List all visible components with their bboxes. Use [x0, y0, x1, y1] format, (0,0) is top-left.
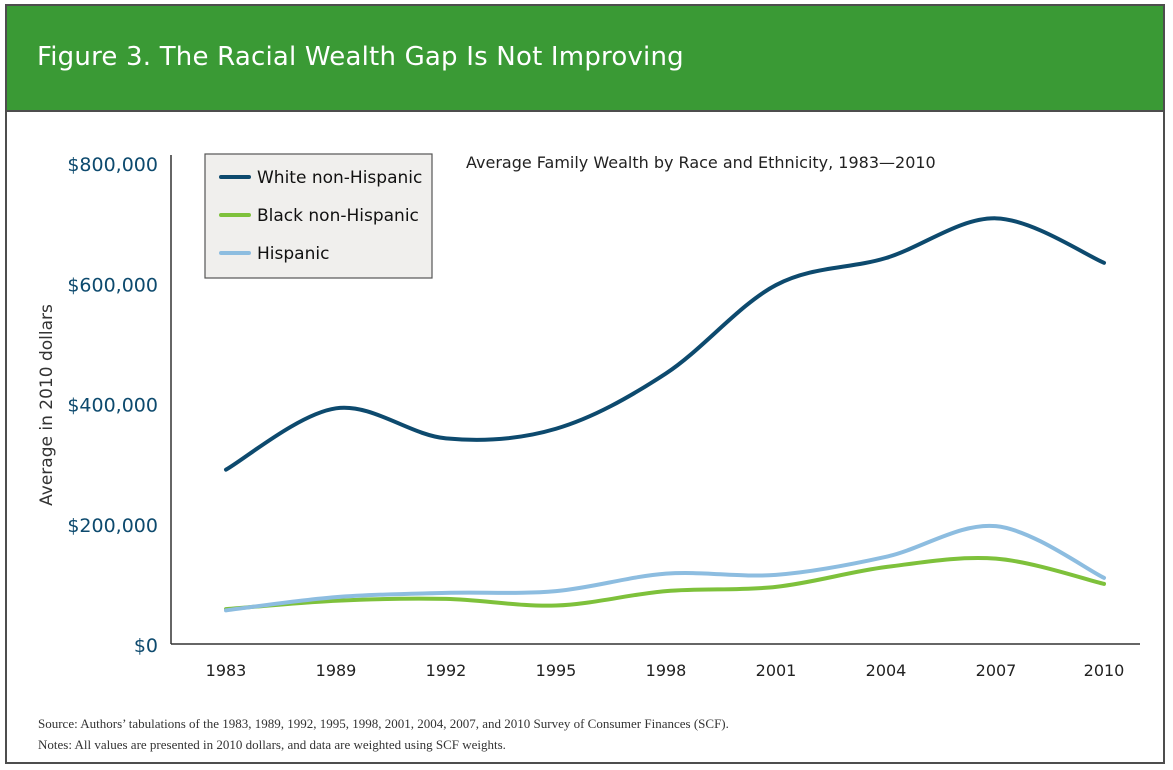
series-line-hispanic [224, 523, 1106, 613]
x-tick-label: 1998 [646, 661, 687, 680]
x-tick-label: 1992 [426, 661, 467, 680]
figure-frame: Figure 3. The Racial Wealth Gap Is Not I… [5, 4, 1165, 764]
x-tick-label: 1989 [316, 661, 357, 680]
x-tick-label: 2010 [1084, 661, 1125, 680]
legend: White non-Hispanic Black non-Hispanic Hisp… [204, 153, 433, 279]
legend-label: White non-Hispanic [257, 168, 422, 188]
tick-labels: $0 $200,000 $400,000 $600,000 $800,000 1983 19… [67, 154, 1124, 680]
x-tick-label: 2004 [866, 661, 907, 680]
series-lines [224, 216, 1106, 613]
series-line-black-non-hispanic [224, 555, 1106, 612]
notes: Notes: All values are presented in 2010 … [38, 737, 506, 752]
chart-title: Average Family Wealth by Race and Ethnic… [466, 153, 936, 172]
x-tick-label: 2001 [756, 661, 797, 680]
x-tick-label: 1983 [206, 661, 247, 680]
series-line-white-non-hispanic [224, 216, 1106, 472]
legend-label: Hispanic [257, 244, 329, 264]
x-tick-label: 2007 [976, 661, 1017, 680]
y-axis-label: Average in 2010 dollars [37, 304, 57, 506]
figure-title: Figure 3. The Racial Wealth Gap Is Not I… [37, 42, 684, 72]
y-tick-label: $600,000 [67, 274, 158, 296]
figure-header: Figure 3. The Racial Wealth Gap Is Not I… [7, 6, 1163, 112]
y-tick-label: $200,000 [67, 515, 158, 537]
axes [170, 155, 1140, 645]
y-tick-label: $800,000 [67, 154, 158, 176]
x-tick-label: 1995 [536, 661, 577, 680]
source-note: Source: Authors’ tabulations of the 1983… [38, 716, 729, 731]
y-tick-label: $400,000 [67, 395, 158, 417]
y-tick-label: $0 [134, 635, 158, 657]
legend-label: Black non-Hispanic [257, 206, 419, 226]
